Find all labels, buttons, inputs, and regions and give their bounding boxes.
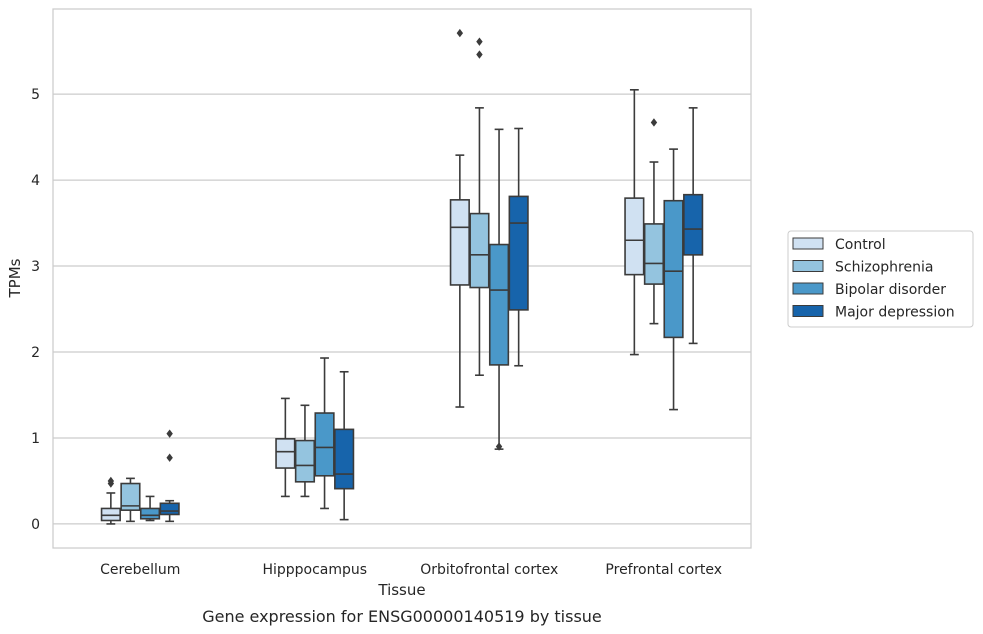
box-series-group xyxy=(100,28,704,525)
x-tick-label: Cerebellum xyxy=(100,562,180,578)
box xyxy=(449,28,470,408)
y-tick-label: 1 xyxy=(31,431,40,447)
box xyxy=(469,37,490,377)
legend-swatch xyxy=(792,260,824,272)
legend-swatch xyxy=(792,305,824,317)
box-rect xyxy=(314,412,335,477)
box-rect xyxy=(100,507,121,522)
legend-item: Bipolar disorder xyxy=(792,282,946,298)
box-rect xyxy=(449,199,470,286)
outlier-point xyxy=(476,50,483,59)
box-rect xyxy=(275,438,296,469)
box-rect xyxy=(643,223,665,285)
box xyxy=(334,370,355,521)
series-schizophrenia xyxy=(120,37,665,523)
box-rect xyxy=(488,243,510,366)
box-rect xyxy=(663,199,684,339)
x-tick-label: Orbitofrontal cortex xyxy=(420,562,558,578)
x-tick-label: Hipppocampus xyxy=(262,562,367,578)
box xyxy=(488,128,510,451)
gridlines xyxy=(53,93,751,525)
box-rect xyxy=(469,212,490,289)
outlier-point xyxy=(107,476,115,486)
x-axis-title: Tissue xyxy=(377,581,425,599)
y-tick-label: 3 xyxy=(31,259,40,275)
legend-swatch xyxy=(792,237,824,250)
box xyxy=(120,477,141,523)
outlier-point xyxy=(456,28,464,38)
legend: Control Schizophrenia Bipolar disorder Majo… xyxy=(787,230,974,328)
y-tick-label: 5 xyxy=(31,87,40,103)
figure-caption: Gene expression for ENSG00000140519 by t… xyxy=(202,607,602,626)
box-rect xyxy=(508,195,529,311)
legend-label: Schizophrenia xyxy=(835,260,933,276)
box xyxy=(139,495,161,522)
y-axis-title: TPMs xyxy=(6,258,24,298)
legend-label: Bipolar disorder xyxy=(835,282,946,298)
box-rect xyxy=(683,193,704,256)
outlier-point xyxy=(476,37,483,46)
plot-area-frame xyxy=(52,8,752,549)
box-rect xyxy=(334,428,355,490)
box xyxy=(643,118,665,325)
legend-swatch xyxy=(792,282,824,295)
box xyxy=(294,404,316,498)
box-rect xyxy=(139,507,161,520)
outlier-point xyxy=(650,118,658,127)
box xyxy=(314,357,335,510)
series-major-depression xyxy=(159,107,704,523)
box-rect xyxy=(294,439,316,483)
outlier-point xyxy=(495,442,503,451)
legend-item: Schizophrenia xyxy=(792,260,933,276)
outlier-point xyxy=(166,429,173,438)
box-rect xyxy=(624,197,645,276)
x-axis-ticks: Cerebellum Hipppocampus Orbitofrontal cort… xyxy=(100,562,722,578)
y-tick-label: 0 xyxy=(31,517,40,533)
legend-label: Major depression xyxy=(835,305,955,321)
legend-label: Control xyxy=(835,237,886,253)
y-tick-label: 2 xyxy=(31,345,40,361)
legend-frame xyxy=(787,230,974,328)
x-tick-label: Prefrontal cortex xyxy=(605,562,722,578)
legend-item: Major depression xyxy=(792,305,955,321)
series-bipolar-disorder xyxy=(139,128,684,522)
box-rect xyxy=(159,502,180,516)
box xyxy=(275,397,296,498)
box xyxy=(624,89,645,356)
box-rect xyxy=(120,482,141,511)
box xyxy=(663,148,684,411)
box xyxy=(683,107,704,345)
box xyxy=(100,476,121,525)
y-axis-ticks: 0 1 2 3 4 5 xyxy=(31,87,40,533)
box xyxy=(159,429,180,523)
outlier-point xyxy=(166,453,173,462)
series-control xyxy=(100,28,645,525)
box xyxy=(508,127,529,367)
y-tick-label: 4 xyxy=(31,173,40,189)
legend-item: Control xyxy=(792,237,886,253)
